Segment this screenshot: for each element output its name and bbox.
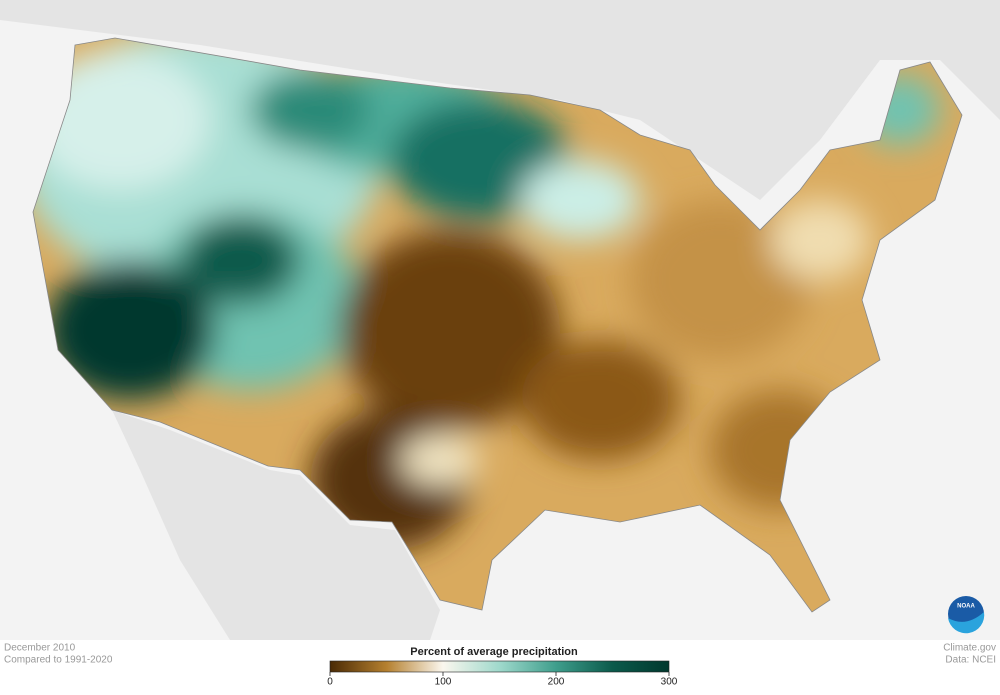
logo-text: NOAA (957, 604, 975, 610)
legend-tick-label: 100 (435, 677, 452, 688)
noaa-logo: NOAA (948, 596, 985, 634)
canada (0, 0, 1000, 200)
legend-title: Percent of average precipitation (410, 646, 578, 658)
date: December 2010 (4, 643, 76, 654)
legend-tick-label: 0 (327, 677, 333, 688)
data-credit: Data: NCEI (945, 655, 996, 666)
precipitation-map (33, 38, 962, 612)
legend-tick-label: 300 (661, 677, 678, 688)
site-credit: Climate.gov (943, 643, 996, 654)
colorbar (329, 660, 670, 673)
baseline: Compared to 1991-2020 (4, 655, 113, 666)
legend-tick-label: 200 (548, 677, 565, 688)
mexico (112, 410, 440, 640)
